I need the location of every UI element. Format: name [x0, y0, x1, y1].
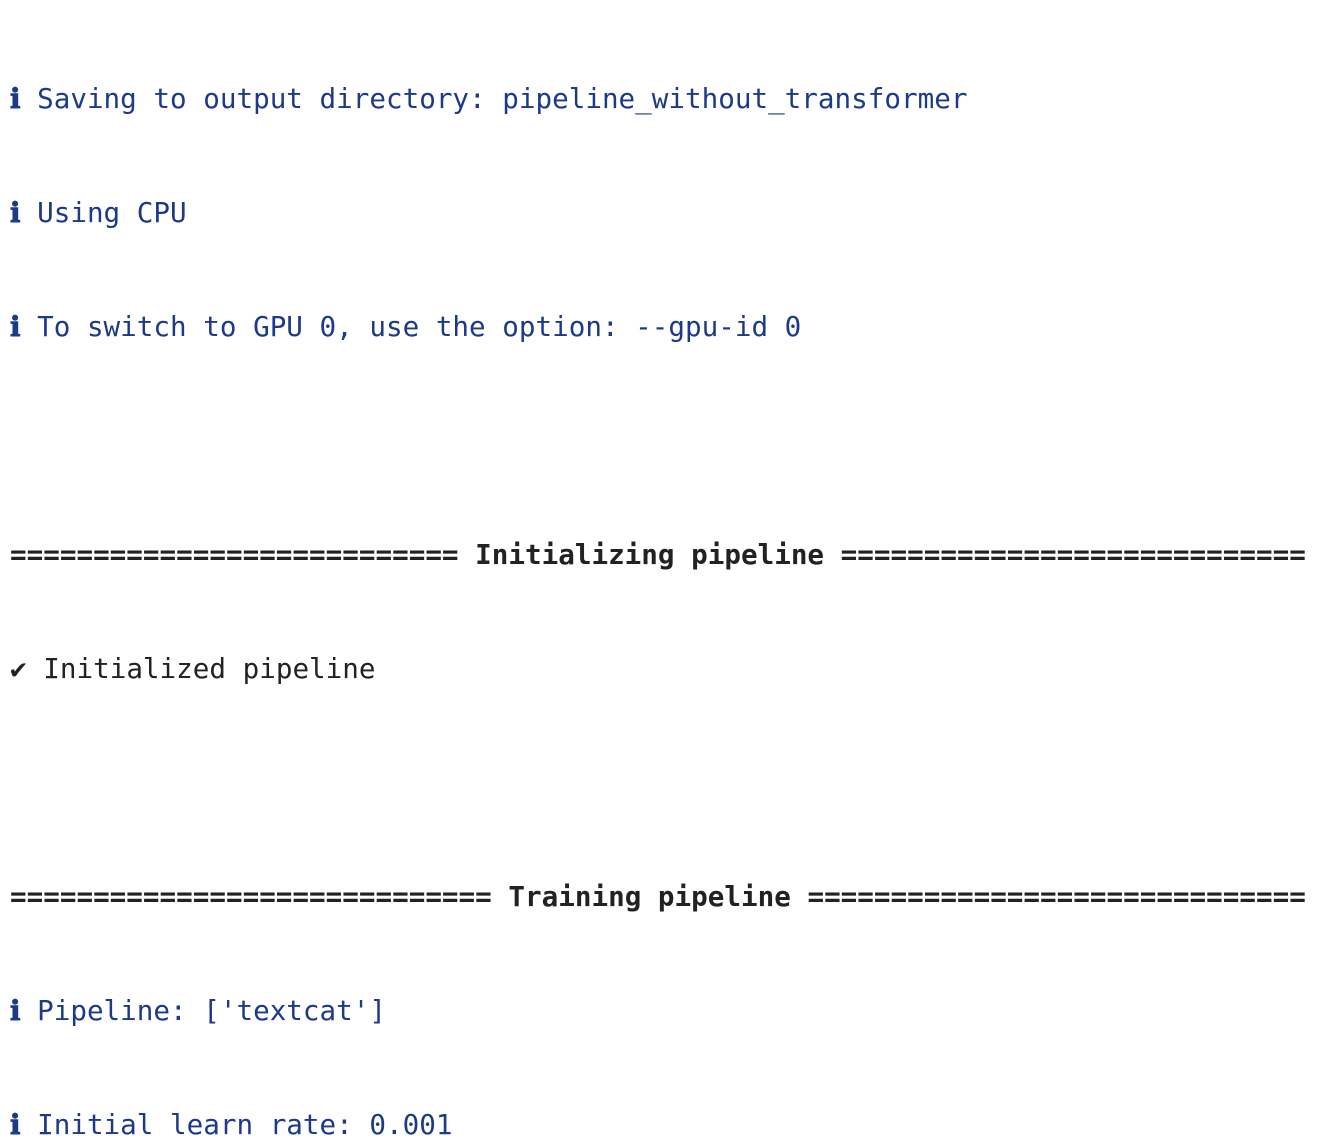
info-line: ℹ Pipeline: ['textcat']: [10, 992, 1318, 1030]
section-title: Initializing pipeline: [475, 538, 825, 571]
info-icon: ℹ: [10, 310, 21, 343]
success-icon: ✔: [10, 652, 27, 685]
info-text: Pipeline: ['textcat']: [37, 994, 386, 1027]
rule: =============================: [10, 880, 492, 913]
info-text: Using CPU: [37, 196, 187, 229]
info-text: Saving to output directory: pipeline_wit…: [37, 82, 968, 115]
info-line: ℹ Using CPU: [10, 194, 1318, 232]
success-line: ✔ Initialized pipeline: [10, 650, 1318, 688]
section-rule: ============================= Training p…: [10, 878, 1318, 916]
rule: ==============================: [807, 880, 1306, 913]
info-icon: ℹ: [10, 994, 21, 1027]
info-line: ℹ Initial learn rate: 0.001: [10, 1106, 1318, 1144]
info-icon: ℹ: [10, 196, 21, 229]
section-title: Training pipeline: [508, 880, 791, 913]
info-icon: ℹ: [10, 82, 21, 115]
info-line: ℹ To switch to GPU 0, use the option: --…: [10, 308, 1318, 346]
info-text: Initial learn rate: 0.001: [37, 1108, 453, 1141]
info-text: To switch to GPU 0, use the option: --gp…: [37, 310, 802, 343]
rule: ===========================: [10, 538, 459, 571]
info-icon: ℹ: [10, 1108, 21, 1141]
section-rule: =========================== Initializing…: [10, 536, 1318, 574]
success-text: Initialized pipeline: [43, 652, 376, 685]
info-line: ℹ Saving to output directory: pipeline_w…: [10, 80, 1318, 118]
rule: ============================: [840, 538, 1306, 571]
